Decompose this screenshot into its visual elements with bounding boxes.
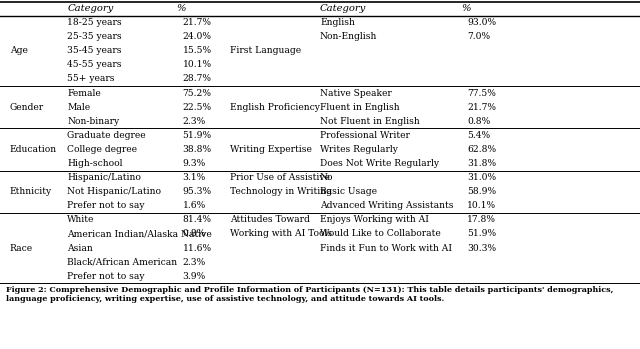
Text: 81.4%: 81.4%: [182, 215, 211, 224]
Text: %: %: [461, 4, 470, 13]
Text: Technology in Writing: Technology in Writing: [230, 187, 332, 196]
Text: Prior Use of Assistive: Prior Use of Assistive: [230, 173, 330, 182]
Text: 75.2%: 75.2%: [182, 89, 211, 97]
Text: 38.8%: 38.8%: [182, 145, 212, 154]
Text: First Language: First Language: [230, 46, 301, 55]
Text: 31.8%: 31.8%: [467, 159, 497, 168]
Text: Ethnicity: Ethnicity: [10, 187, 52, 196]
Text: Age: Age: [10, 46, 28, 55]
Text: 22.5%: 22.5%: [182, 103, 212, 112]
Text: Female: Female: [67, 89, 101, 97]
Text: Finds it Fun to Work with AI: Finds it Fun to Work with AI: [320, 244, 452, 253]
Text: 25-35 years: 25-35 years: [67, 32, 122, 41]
Text: Fluent in English: Fluent in English: [320, 103, 399, 112]
Text: Gender: Gender: [10, 103, 44, 112]
Text: Working with AI Tools: Working with AI Tools: [230, 230, 333, 238]
Text: 35-45 years: 35-45 years: [67, 46, 122, 55]
Text: 58.9%: 58.9%: [467, 187, 497, 196]
Text: 24.0%: 24.0%: [182, 32, 211, 41]
Text: Basic Usage: Basic Usage: [320, 187, 377, 196]
Text: Education: Education: [10, 145, 57, 154]
Text: Attitudes Toward: Attitudes Toward: [230, 215, 310, 224]
Text: Non-binary: Non-binary: [67, 117, 119, 126]
Text: 3.9%: 3.9%: [182, 272, 205, 281]
Text: Enjoys Working with AI: Enjoys Working with AI: [320, 215, 429, 224]
Text: Figure 2: Comprehensive Demographic and Profile Information of Participants (N=1: Figure 2: Comprehensive Demographic and …: [6, 286, 614, 303]
Text: Category: Category: [320, 4, 366, 13]
Text: Race: Race: [10, 244, 33, 253]
Text: Would Like to Collaborate: Would Like to Collaborate: [320, 230, 441, 238]
Text: Advanced Writing Assistants: Advanced Writing Assistants: [320, 201, 454, 210]
Text: 18-25 years: 18-25 years: [67, 18, 122, 27]
Text: College degree: College degree: [67, 145, 137, 154]
Text: Not Fluent in English: Not Fluent in English: [320, 117, 420, 126]
Text: Native Speaker: Native Speaker: [320, 89, 392, 97]
Text: Category: Category: [67, 4, 113, 13]
Text: 30.3%: 30.3%: [467, 244, 497, 253]
Text: 7.0%: 7.0%: [467, 32, 490, 41]
Text: 21.7%: 21.7%: [467, 103, 496, 112]
Text: Graduate degree: Graduate degree: [67, 131, 146, 140]
Text: American Indian/Alaska Native: American Indian/Alaska Native: [67, 230, 212, 238]
Text: English: English: [320, 18, 355, 27]
Text: 51.9%: 51.9%: [467, 230, 497, 238]
Text: 10.1%: 10.1%: [467, 201, 497, 210]
Text: Does Not Write Regularly: Does Not Write Regularly: [320, 159, 439, 168]
Text: 77.5%: 77.5%: [467, 89, 496, 97]
Text: Male: Male: [67, 103, 90, 112]
Text: 15.5%: 15.5%: [182, 46, 212, 55]
Text: 1.6%: 1.6%: [182, 201, 205, 210]
Text: No: No: [320, 173, 333, 182]
Text: Non-English: Non-English: [320, 32, 378, 41]
Text: Not Hispanic/Latino: Not Hispanic/Latino: [67, 187, 161, 196]
Text: %: %: [176, 4, 186, 13]
Text: 0.8%: 0.8%: [182, 230, 205, 238]
Text: Prefer not to say: Prefer not to say: [67, 272, 145, 281]
Text: 31.0%: 31.0%: [467, 173, 497, 182]
Text: 45-55 years: 45-55 years: [67, 60, 122, 69]
Text: 11.6%: 11.6%: [182, 244, 212, 253]
Text: 17.8%: 17.8%: [467, 215, 496, 224]
Text: 28.7%: 28.7%: [182, 74, 211, 83]
Text: 55+ years: 55+ years: [67, 74, 115, 83]
Text: Writing Expertise: Writing Expertise: [230, 145, 312, 154]
Text: 9.3%: 9.3%: [182, 159, 205, 168]
Text: 2.3%: 2.3%: [182, 258, 205, 267]
Text: 3.1%: 3.1%: [182, 173, 205, 182]
Text: 10.1%: 10.1%: [182, 60, 212, 69]
Text: 62.8%: 62.8%: [467, 145, 497, 154]
Text: 21.7%: 21.7%: [182, 18, 211, 27]
Text: High-school: High-school: [67, 159, 123, 168]
Text: 93.0%: 93.0%: [467, 18, 497, 27]
Text: Asian: Asian: [67, 244, 93, 253]
Text: White: White: [67, 215, 95, 224]
Text: Hispanic/Latino: Hispanic/Latino: [67, 173, 141, 182]
Text: 51.9%: 51.9%: [182, 131, 212, 140]
Text: Prefer not to say: Prefer not to say: [67, 201, 145, 210]
Text: English Proficiency: English Proficiency: [230, 103, 320, 112]
Text: 2.3%: 2.3%: [182, 117, 205, 126]
Text: 5.4%: 5.4%: [467, 131, 490, 140]
Text: 95.3%: 95.3%: [182, 187, 212, 196]
Text: Black/African American: Black/African American: [67, 258, 177, 267]
Text: Professional Writer: Professional Writer: [320, 131, 410, 140]
Text: 0.8%: 0.8%: [467, 117, 490, 126]
Text: Writes Regularly: Writes Regularly: [320, 145, 398, 154]
